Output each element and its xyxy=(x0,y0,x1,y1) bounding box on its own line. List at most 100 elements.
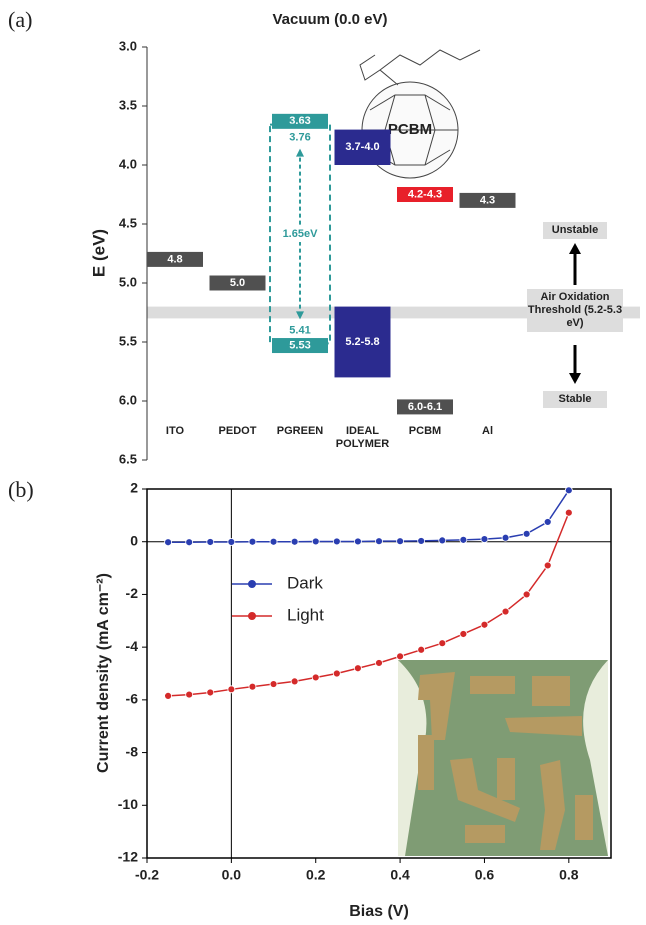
data-point xyxy=(248,682,257,691)
y-tick-label: 4.0 xyxy=(119,156,137,171)
series-line xyxy=(168,489,570,543)
legend-label: Dark xyxy=(287,573,323,592)
data-point xyxy=(269,537,278,546)
panel-label: (a) xyxy=(8,7,32,32)
data-point xyxy=(375,659,383,667)
data-point xyxy=(396,537,404,546)
inset-photo xyxy=(398,660,608,856)
energy-level xyxy=(147,251,203,267)
data-point xyxy=(501,533,510,542)
legend-marker xyxy=(248,612,256,620)
data-point xyxy=(227,685,236,694)
y-tick-label: -12 xyxy=(118,849,138,865)
data-point xyxy=(185,538,194,547)
data-point xyxy=(396,652,404,661)
data-point xyxy=(227,538,236,546)
energy-level xyxy=(334,129,391,165)
level-label: 4.2-4.3 xyxy=(408,188,442,200)
data-point xyxy=(164,692,172,700)
data-point xyxy=(459,630,468,638)
data-point xyxy=(354,537,362,546)
category-label: PGREEN xyxy=(276,425,324,437)
plot-frame xyxy=(146,488,612,859)
gap-value-label: 5.41 xyxy=(289,324,310,336)
panel-label: (b) xyxy=(8,477,34,502)
data-point xyxy=(311,673,320,682)
x-tick-label: -0.2 xyxy=(135,867,159,883)
data-point xyxy=(269,680,278,688)
category-label: ITO xyxy=(165,425,185,437)
legend-label: Light xyxy=(287,605,324,624)
data-point xyxy=(164,538,172,547)
y-axis-label: Current density (mA cm⁻²) xyxy=(95,573,112,773)
x-tick-label: 0.6 xyxy=(475,867,495,883)
level-label: 5.2-5.8 xyxy=(345,336,379,348)
y-tick-label: -4 xyxy=(126,638,139,654)
chart-title: Vacuum (0.0 eV) xyxy=(272,11,387,28)
level-label: 5.0 xyxy=(230,277,245,289)
energy-level xyxy=(209,275,266,291)
data-point xyxy=(522,590,531,599)
data-point xyxy=(206,538,215,546)
stability-label: Air Oxidation Threshold (5.2-5.3 eV) xyxy=(527,289,623,332)
y-tick-label: -10 xyxy=(118,796,138,812)
level-label: 4.3 xyxy=(480,194,495,206)
data-point xyxy=(248,537,257,546)
data-point xyxy=(354,664,362,673)
data-point xyxy=(543,561,552,570)
data-point xyxy=(290,677,299,686)
data-point xyxy=(480,620,489,629)
data-point xyxy=(501,607,510,616)
data-point xyxy=(438,536,447,545)
y-tick-label: 2 xyxy=(130,480,138,496)
level-label: 3.7-4.0 xyxy=(345,141,379,153)
x-tick-label: 0.4 xyxy=(390,867,410,883)
data-point xyxy=(564,486,573,495)
energy-level xyxy=(334,306,391,378)
y-axis-label: E (eV) xyxy=(89,229,108,277)
y-tick-label: -8 xyxy=(126,743,139,759)
y-tick-label: 6.0 xyxy=(119,392,137,407)
data-point xyxy=(480,535,489,543)
level-label: 6.0-6.1 xyxy=(408,401,442,413)
energy-level xyxy=(397,187,453,202)
y-tick-label: 4.5 xyxy=(119,215,137,230)
gap-label-bg xyxy=(278,226,322,243)
data-point xyxy=(375,537,383,546)
data-point xyxy=(311,537,320,546)
y-tick-label: 5.5 xyxy=(119,333,137,348)
data-point xyxy=(417,645,426,654)
y-tick-label: 5.0 xyxy=(119,274,137,289)
gap-label: 1.65eV xyxy=(283,228,319,240)
level-label: 5.53 xyxy=(289,339,310,351)
data-point xyxy=(543,518,552,526)
gap-value-label: 3.76 xyxy=(289,132,310,144)
y-tick-label: -6 xyxy=(126,691,139,707)
data-point xyxy=(522,529,531,538)
gap-box xyxy=(269,123,331,345)
stability-label: Unstable xyxy=(543,222,607,239)
category-label: PCBM xyxy=(408,425,442,437)
category-label: Al xyxy=(482,425,493,437)
level-label: 4.8 xyxy=(167,253,182,265)
x-tick-label: 0.0 xyxy=(222,867,242,883)
energy-level xyxy=(272,338,328,354)
data-point xyxy=(417,537,426,545)
y-tick-label: 3.0 xyxy=(119,38,137,53)
y-tick-label: 3.5 xyxy=(119,97,137,112)
molecule-label: PCBM xyxy=(388,121,432,138)
y-tick-label: -2 xyxy=(126,585,139,601)
energy-level xyxy=(459,192,516,208)
data-point xyxy=(332,669,341,678)
legend-marker xyxy=(248,580,256,588)
x-tick-label: 0.8 xyxy=(559,867,579,883)
data-point xyxy=(290,537,299,546)
stability-label: Stable xyxy=(543,391,607,408)
x-axis-label: Bias (V) xyxy=(349,903,409,920)
x-tick-label: 0.2 xyxy=(306,867,326,883)
category-label: PEDOT xyxy=(218,425,257,437)
arrow-head xyxy=(569,243,581,254)
threshold-band xyxy=(147,306,640,319)
